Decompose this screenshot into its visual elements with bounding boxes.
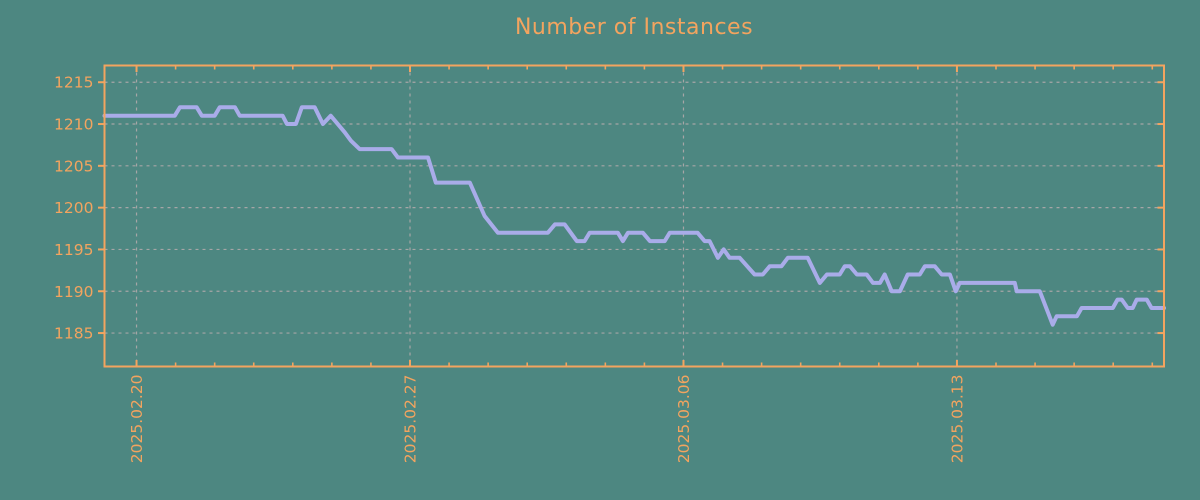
chart-title: Number of Instances bbox=[514, 15, 754, 40]
x-tick-label: 2025.02.20 bbox=[128, 375, 146, 464]
x-tick-label: 2025.03.06 bbox=[675, 375, 693, 464]
y-tick-label: 1190 bbox=[54, 283, 93, 301]
series-line bbox=[102, 105, 1166, 327]
y-tick-label: 1210 bbox=[54, 116, 93, 134]
x-tick-label: 2025.03.13 bbox=[948, 375, 966, 464]
y-tick-label: 1185 bbox=[54, 325, 93, 343]
plot-border bbox=[103, 64, 1165, 368]
y-tick-label: 1215 bbox=[54, 74, 93, 92]
y-tick-label: 1195 bbox=[54, 241, 93, 259]
y-tick-label: 1200 bbox=[54, 199, 93, 217]
y-tick-label: 1205 bbox=[54, 157, 93, 175]
x-tick-label: 2025.02.27 bbox=[402, 375, 420, 464]
